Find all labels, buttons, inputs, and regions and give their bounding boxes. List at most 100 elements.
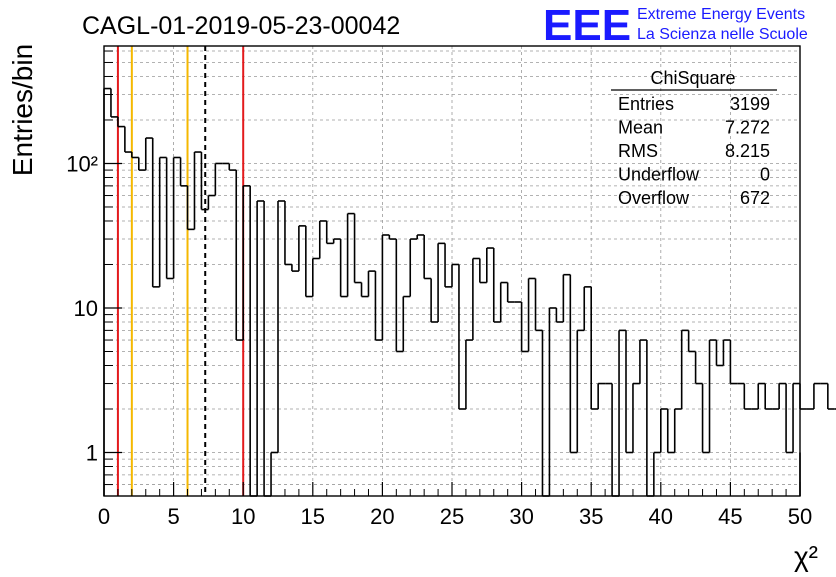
histogram-bin bbox=[472, 257, 480, 341]
histogram-bin bbox=[256, 200, 265, 496]
x-axis-label: χ² bbox=[794, 541, 818, 572]
eee-logo: EEE Extreme Energy Events La Scienza nel… bbox=[543, 1, 808, 50]
histogram-bin bbox=[778, 382, 787, 409]
stats-value: 3199 bbox=[730, 94, 770, 114]
histogram-bin bbox=[388, 234, 397, 240]
histogram-bin bbox=[562, 273, 571, 322]
histogram-bin bbox=[409, 238, 418, 297]
histogram-bin bbox=[242, 185, 251, 341]
histogram-bin bbox=[416, 234, 425, 240]
histogram-bin bbox=[485, 247, 494, 283]
histogram-bin bbox=[437, 242, 446, 322]
histogram-bin bbox=[618, 329, 626, 496]
histogram-bin bbox=[492, 248, 501, 323]
histogram-bin bbox=[381, 234, 390, 341]
histogram-bin bbox=[569, 274, 578, 454]
histogram-bin bbox=[534, 278, 543, 332]
logo-line-1: Extreme Energy Events bbox=[637, 6, 805, 23]
stats-label: Overflow bbox=[618, 188, 690, 208]
histogram-bin bbox=[110, 88, 118, 118]
histogram-bin bbox=[325, 220, 334, 245]
histogram-bin bbox=[124, 126, 132, 153]
histogram-bin bbox=[235, 170, 244, 341]
histogram-bin bbox=[193, 151, 202, 230]
histogram-bin bbox=[367, 270, 376, 297]
x-tick-label: 30 bbox=[509, 504, 533, 529]
x-tick-label: 25 bbox=[440, 504, 464, 529]
logo-line-2: La Scienza nelle Scuole bbox=[637, 26, 808, 43]
histogram-bin bbox=[284, 200, 292, 266]
histogram-bin bbox=[270, 451, 278, 496]
histogram-bin bbox=[708, 339, 717, 453]
histogram-bin bbox=[360, 282, 369, 298]
histogram-bin bbox=[444, 243, 452, 288]
histogram-bin bbox=[395, 239, 404, 353]
stats-value: 0 bbox=[760, 165, 770, 185]
histogram-bin bbox=[172, 156, 181, 279]
histogram-bin bbox=[506, 282, 515, 303]
histogram-bin bbox=[625, 330, 633, 454]
histogram-bin bbox=[117, 116, 125, 128]
histogram-bin bbox=[158, 156, 167, 287]
histogram-bin bbox=[764, 383, 773, 410]
stats-title: ChiSquare bbox=[650, 68, 735, 88]
x-tick-label: 35 bbox=[579, 504, 603, 529]
histogram-bin bbox=[479, 258, 487, 284]
histogram-bin bbox=[813, 382, 821, 409]
y-tick-label: 10 bbox=[74, 296, 98, 321]
x-tick-label: 20 bbox=[370, 504, 394, 529]
histogram-bin bbox=[451, 263, 459, 287]
stats-value: 672 bbox=[740, 188, 770, 208]
histogram-series bbox=[103, 87, 836, 497]
histogram-bin bbox=[666, 408, 675, 454]
histogram-bin bbox=[138, 157, 146, 171]
histogram-bin bbox=[583, 286, 592, 331]
chart-title: CAGL-01-2019-05-23-00042 bbox=[82, 12, 400, 40]
histogram-bin bbox=[576, 329, 585, 453]
histogram-bin bbox=[687, 330, 696, 353]
histogram-bin bbox=[680, 329, 689, 409]
y-axis-label: Entries/bin bbox=[7, 44, 38, 176]
x-tick-label: 15 bbox=[301, 504, 325, 529]
histogram-bin bbox=[465, 339, 473, 409]
x-tick-label: 5 bbox=[167, 504, 179, 529]
x-tick-label: 50 bbox=[788, 504, 812, 529]
histogram-bin bbox=[151, 138, 160, 288]
histogram-bin bbox=[374, 271, 383, 341]
histogram-bin bbox=[527, 277, 536, 352]
histogram-bin bbox=[499, 281, 508, 322]
histogram-bin bbox=[548, 307, 557, 496]
stats-label: RMS bbox=[618, 141, 658, 161]
histogram-bin bbox=[402, 295, 411, 352]
histogram-bin bbox=[639, 339, 647, 384]
histogram-bin bbox=[339, 239, 348, 298]
stats-label: Mean bbox=[618, 118, 663, 138]
histogram-bin bbox=[291, 264, 299, 272]
histogram-bin bbox=[722, 339, 731, 366]
histogram-bin bbox=[632, 382, 640, 453]
histogram-bin bbox=[318, 220, 327, 259]
histogram-bin bbox=[792, 382, 800, 453]
histogram-bin bbox=[785, 383, 794, 454]
histogram-bin bbox=[277, 200, 285, 453]
histogram-bin bbox=[729, 340, 738, 385]
histogram-bin bbox=[179, 157, 188, 187]
stats-box: ChiSquare Entries 3199 Mean 7.272 RMS 8.215 Un… bbox=[611, 68, 777, 208]
histogram-bin bbox=[715, 340, 724, 367]
histogram-bin bbox=[659, 408, 668, 453]
histogram-bin bbox=[353, 213, 362, 284]
histogram-bin bbox=[144, 137, 153, 171]
stats-value: 8.215 bbox=[725, 141, 770, 161]
histogram-bin bbox=[332, 238, 341, 244]
histogram-bin bbox=[757, 382, 766, 409]
stats-label: Underflow bbox=[618, 165, 700, 185]
histogram-bin bbox=[186, 185, 195, 231]
histogram-bin bbox=[520, 302, 529, 353]
histogram-bin bbox=[458, 264, 466, 410]
x-tick-label: 0 bbox=[98, 504, 110, 529]
x-tick-label: 45 bbox=[718, 504, 742, 529]
histogram-bin bbox=[701, 383, 710, 454]
